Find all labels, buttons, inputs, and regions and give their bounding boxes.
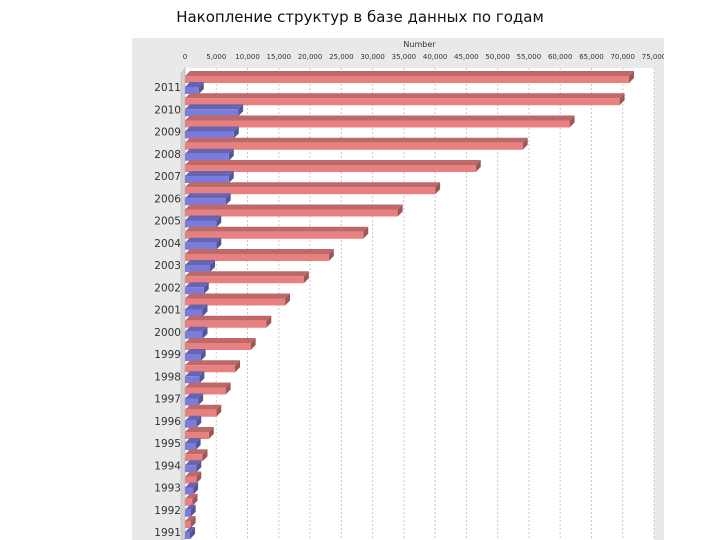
category-label: 2000: [154, 327, 181, 339]
bar-blue: [185, 304, 208, 317]
category-label: 1996: [154, 416, 181, 428]
x-tick-label: 55,000: [517, 53, 542, 61]
bar-pink: [185, 315, 272, 328]
bar-blue: [185, 260, 216, 272]
bar-pink: [185, 182, 441, 195]
bar-blue: [185, 282, 209, 295]
x-tick-label: 50,000: [485, 53, 510, 61]
category-label: 1991: [154, 527, 181, 539]
category-label: 1997: [154, 394, 181, 406]
category-label: 2009: [154, 127, 181, 139]
bar-blue: [185, 104, 244, 117]
category-label: 1994: [154, 460, 181, 472]
category-label: 2010: [154, 104, 181, 116]
bar-pink: [185, 449, 208, 462]
bar-pink: [185, 93, 625, 106]
bar-blue: [185, 171, 234, 183]
chart-panel: Number 0 5,000 10,000 15,000 20,000 25,000 30,0…: [132, 38, 664, 540]
x-tick-label: 30,000: [360, 53, 385, 61]
x-tick-label: 10,000: [235, 53, 259, 61]
bar-pink: [185, 249, 334, 261]
bar-pink: [185, 271, 309, 284]
bar-pink: [185, 338, 256, 350]
bar-blue: [185, 193, 231, 206]
bar-blue: [185, 126, 239, 139]
category-label: 1998: [154, 371, 181, 383]
bar-blue: [185, 237, 222, 250]
bar-blue: [185, 82, 204, 94]
bar-pink: [185, 427, 214, 439]
bar-blue: [185, 349, 206, 361]
bar-pink: [185, 160, 481, 172]
bar-blue: [185, 504, 196, 517]
category-label: 2001: [154, 305, 181, 317]
category-label: 1992: [154, 505, 181, 517]
bar-pink: [185, 293, 291, 306]
bar-chart: Number 0 5,000 10,000 15,000 20,000 25,000 30,0…: [154, 40, 664, 540]
bar-pink: [185, 226, 369, 239]
category-label: 2004: [154, 238, 181, 250]
bar-blue: [185, 326, 208, 339]
x-tick-label: 60,000: [548, 53, 573, 61]
x-tick-label: 5,000: [206, 53, 226, 61]
bar-blue: [185, 415, 202, 428]
bar-pink: [185, 137, 528, 150]
x-tick-label: 45,000: [454, 53, 479, 61]
category-label: 2006: [154, 193, 181, 205]
bar-pink: [185, 493, 198, 506]
axis-wall: [180, 67, 186, 540]
bar-blue: [185, 460, 202, 473]
x-axis-title: Number: [403, 40, 436, 49]
bar-blue: [185, 482, 199, 495]
bar-blue: [185, 438, 201, 450]
bar-pink: [185, 471, 202, 484]
category-label: 2008: [154, 149, 181, 161]
bar-blue: [185, 371, 205, 384]
bar-pink: [185, 204, 403, 217]
x-tick-label: 75,000: [642, 53, 664, 61]
category-label: 2011: [154, 82, 181, 94]
x-tick-label: 20,000: [298, 53, 323, 61]
bar-pink: [185, 382, 231, 395]
bar-pink: [185, 71, 634, 83]
bar-pink: [185, 404, 222, 417]
bar-blue: [185, 215, 222, 228]
x-tick-label: 25,000: [329, 53, 354, 61]
page-title: Накопление структур в базе данных по год…: [176, 8, 544, 26]
bar-pink: [185, 516, 196, 528]
bar-pink: [185, 360, 241, 373]
category-label: 1993: [154, 483, 181, 495]
category-label: 2003: [154, 260, 181, 272]
x-tick-label: 70,000: [610, 53, 635, 61]
x-tick-label: 35,000: [392, 53, 417, 61]
category-label: 2002: [154, 282, 181, 294]
category-label: 1999: [154, 349, 181, 361]
x-tick-label: 0: [183, 53, 187, 61]
x-tick-label: 65,000: [579, 53, 604, 61]
bar-blue: [185, 393, 204, 406]
bar-blue: [185, 148, 234, 161]
bar-blue: [185, 527, 196, 539]
category-label: 2007: [154, 171, 181, 183]
bar-pink: [185, 115, 575, 128]
x-tick-label: 40,000: [423, 53, 448, 61]
category-label: 1995: [154, 438, 181, 450]
category-label: 2005: [154, 216, 181, 228]
x-tick-label: 15,000: [267, 53, 292, 61]
